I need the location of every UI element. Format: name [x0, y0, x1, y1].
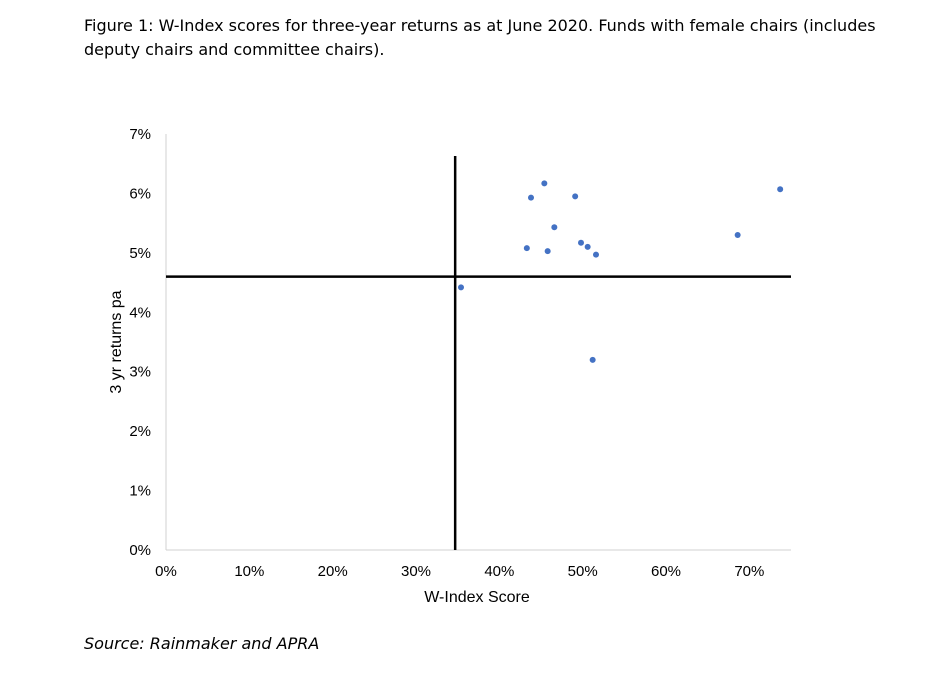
- data-point: [544, 248, 551, 255]
- data-points: [458, 180, 784, 363]
- data-point: [541, 180, 548, 187]
- y-tick-label: 4%: [129, 304, 151, 321]
- data-point: [589, 356, 596, 363]
- chart-axes: [165, 134, 791, 551]
- x-tick-label: 0%: [155, 563, 177, 580]
- x-tick-label: 50%: [568, 563, 598, 580]
- data-point: [578, 239, 584, 246]
- data-point: [551, 224, 558, 231]
- data-point: [777, 186, 784, 193]
- y-tick-label: 7%: [129, 126, 151, 143]
- y-tick-label: 6%: [129, 185, 151, 202]
- x-axis-title: W-Index Score: [424, 589, 530, 606]
- x-tick-label: 10%: [234, 563, 264, 580]
- figure-caption: Figure 1: W-Index scores for three-year …: [84, 16, 876, 59]
- y-axis-title: 3 yr returns pa: [108, 290, 125, 393]
- chart-ticks: 0% 1% 2% 3% 4% 5% 6% 7% 0% 10% 20% 30% 40% 50% 60% 70%: [129, 126, 764, 580]
- y-tick-label: 0%: [129, 542, 151, 559]
- x-tick-label: 30%: [401, 563, 431, 580]
- y-tick-label: 3%: [129, 364, 151, 381]
- source-note: Source: Rainmaker and APRA: [84, 634, 320, 653]
- reference-lines: [166, 156, 791, 550]
- data-point: [584, 243, 591, 250]
- data-point: [734, 232, 741, 239]
- x-tick-label: 60%: [651, 563, 681, 580]
- data-point: [572, 193, 579, 200]
- x-tick-label: 70%: [734, 563, 764, 580]
- y-tick-label: 1%: [129, 483, 151, 500]
- y-tick-label: 2%: [129, 423, 151, 440]
- x-tick-label: 20%: [318, 563, 348, 580]
- y-tick-label: 5%: [129, 245, 151, 262]
- data-point: [528, 194, 534, 201]
- data-point: [523, 245, 530, 252]
- data-point: [593, 251, 599, 258]
- x-tick-label: 40%: [484, 563, 514, 580]
- data-point: [458, 284, 464, 291]
